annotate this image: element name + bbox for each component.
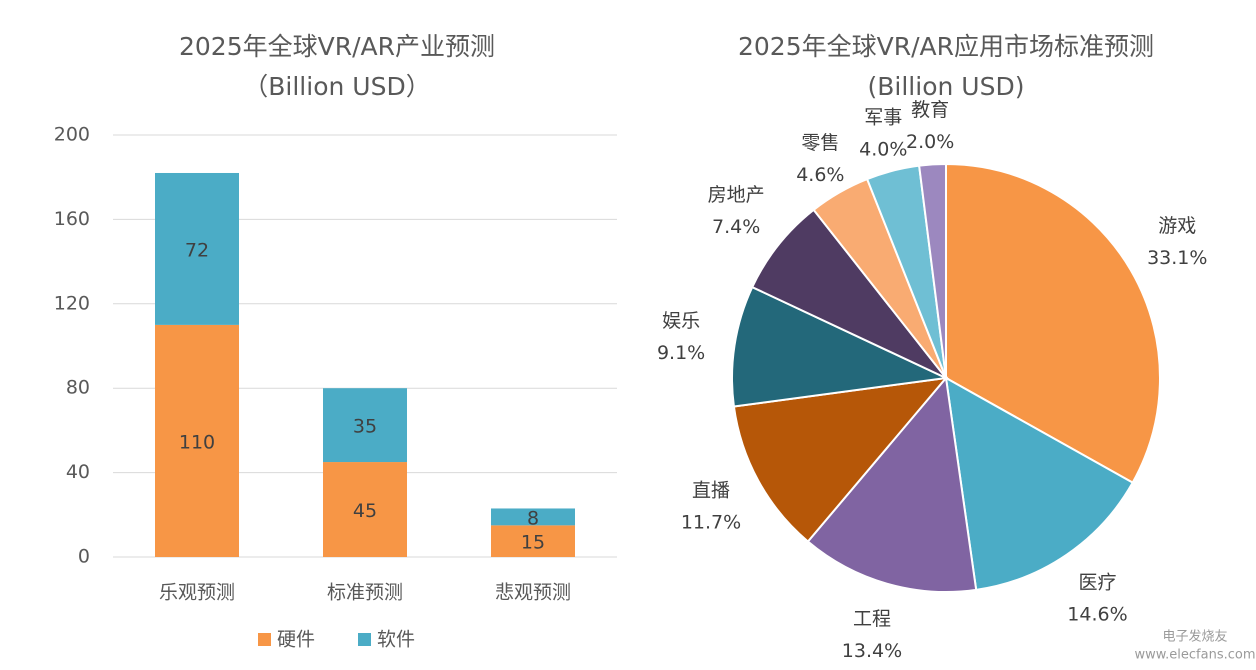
bar-segment xyxy=(491,525,575,557)
data-label: 15 xyxy=(521,532,545,554)
slice-value: 13.4% xyxy=(842,640,902,662)
bar-segment xyxy=(323,388,407,463)
chart-title: 2025年全球VR/AR应用市场标准预测 xyxy=(738,32,1154,61)
y-tick-label: 200 xyxy=(54,124,90,146)
data-label: 8 xyxy=(527,507,539,529)
slice-name: 工程 xyxy=(853,608,891,630)
x-tick-label: 标准预测 xyxy=(327,582,403,604)
legend-label: 软件 xyxy=(377,629,415,651)
y-tick-label: 160 xyxy=(54,208,90,230)
bar-segment xyxy=(323,462,407,557)
data-label: 110 xyxy=(179,431,215,453)
chart-title: 2025年全球VR/AR产业预测 xyxy=(179,32,495,61)
slice-value: 14.6% xyxy=(1067,604,1127,626)
x-tick-label: 悲观预测 xyxy=(495,582,571,604)
y-tick-label: 80 xyxy=(66,377,90,399)
slice-name: 娱乐 xyxy=(662,310,700,332)
pie-slice xyxy=(750,208,947,379)
data-label: 45 xyxy=(353,500,377,522)
bar-segment xyxy=(155,172,239,325)
slice-value: 33.1% xyxy=(1147,247,1207,269)
slice-name: 医疗 xyxy=(1078,572,1116,594)
pie-slice xyxy=(731,285,950,408)
pie-slice xyxy=(945,162,1161,485)
watermark-name: 电子发烧友 xyxy=(1162,629,1227,645)
data-label: 72 xyxy=(185,239,209,261)
y-tick-label: 0 xyxy=(78,546,90,568)
slice-name: 教育 xyxy=(911,99,949,121)
pie-slice xyxy=(732,376,949,543)
slice-name: 房地产 xyxy=(708,184,765,206)
pie-slice xyxy=(944,376,1135,591)
slice-name: 军事 xyxy=(864,106,902,128)
y-tick-label: 40 xyxy=(66,461,90,483)
data-label: 35 xyxy=(353,416,377,438)
chart-subtitle: （Billion USD） xyxy=(243,72,430,101)
pie-slice xyxy=(918,162,947,379)
legend-swatch xyxy=(358,633,371,646)
watermark-url: www.elecfans.com xyxy=(1134,648,1255,663)
slice-value: 9.1% xyxy=(657,342,705,364)
slice-value: 11.7% xyxy=(681,511,741,533)
bar-segment xyxy=(155,324,239,557)
y-tick-label: 120 xyxy=(54,292,90,314)
slice-value: 4.6% xyxy=(796,164,844,186)
slice-value: 4.0% xyxy=(859,138,907,160)
x-tick-label: 乐观预测 xyxy=(159,582,235,604)
slice-name: 直播 xyxy=(692,479,730,501)
legend-swatch xyxy=(258,633,271,646)
pie-slice xyxy=(806,375,978,593)
slice-value: 7.4% xyxy=(712,216,760,238)
slice-name: 游戏 xyxy=(1158,215,1196,237)
chart-subtitle: (Billion USD) xyxy=(868,72,1025,101)
bar-segment xyxy=(491,508,575,526)
legend-label: 硬件 xyxy=(277,629,315,651)
slice-value: 2.0% xyxy=(906,131,954,153)
slice-name: 零售 xyxy=(801,132,839,154)
